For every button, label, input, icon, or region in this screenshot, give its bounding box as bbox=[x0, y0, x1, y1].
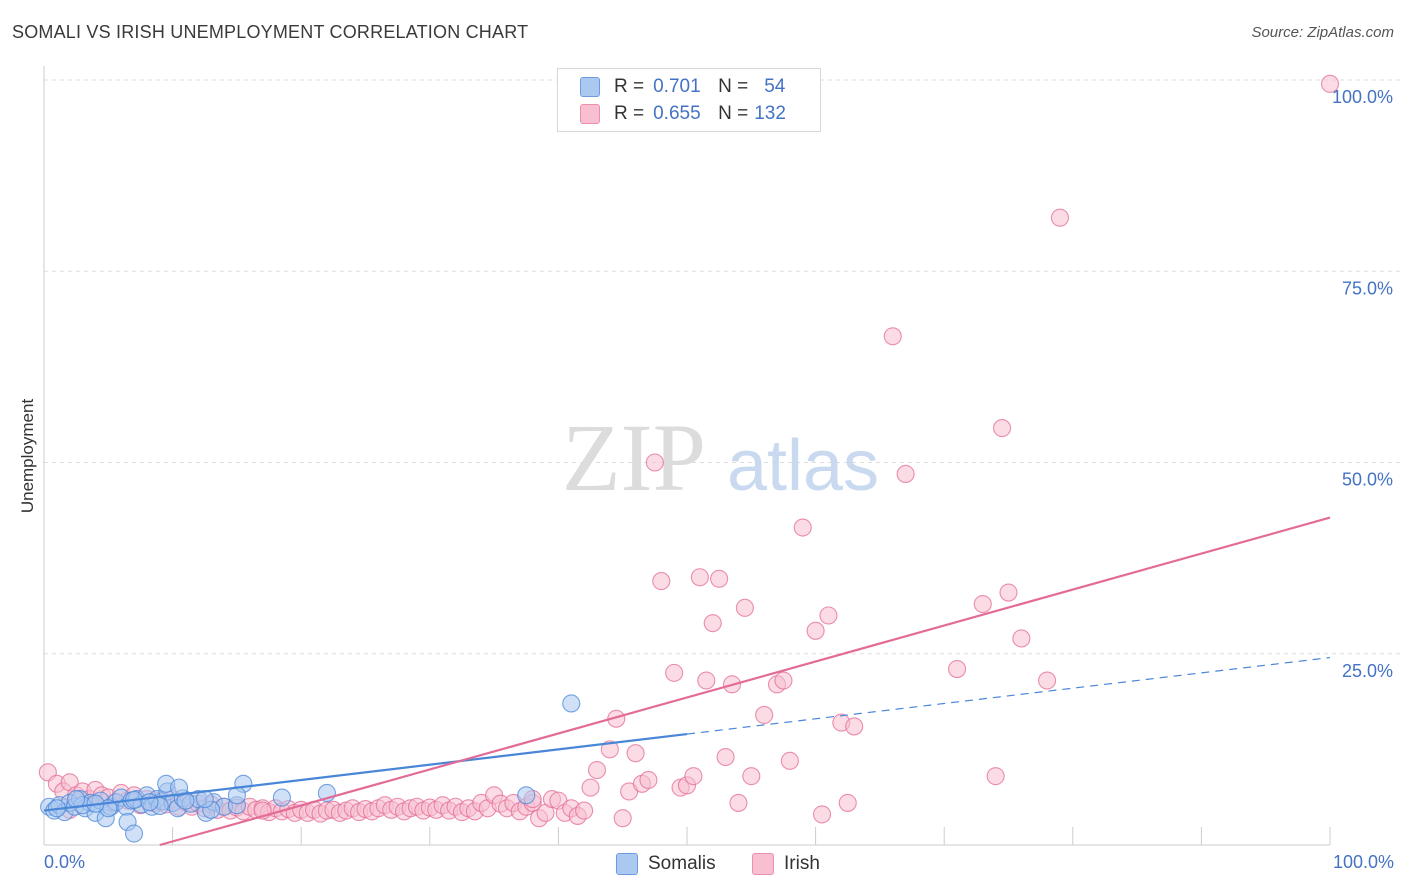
chart-title: SOMALI VS IRISH UNEMPLOYMENT CORRELATION… bbox=[12, 22, 529, 42]
trend-line-irish bbox=[159, 516, 1331, 847]
data-point-irish bbox=[742, 767, 761, 786]
data-point-irish bbox=[684, 767, 703, 786]
data-point-irish bbox=[735, 598, 754, 617]
legend-n-label: N = bbox=[718, 76, 749, 97]
data-point-irish bbox=[838, 793, 857, 812]
bottom-legend-swatch-somalis bbox=[616, 853, 638, 875]
data-point-irish bbox=[575, 801, 594, 820]
legend-n-value-irish: 132 bbox=[754, 103, 786, 124]
data-point-somalis bbox=[140, 793, 159, 812]
data-point-irish bbox=[999, 583, 1018, 602]
y-tick-label: 25.0% bbox=[1342, 661, 1393, 681]
data-point-irish bbox=[690, 568, 709, 587]
data-point-irish bbox=[600, 740, 619, 759]
data-point-irish bbox=[986, 767, 1005, 786]
axes-layer bbox=[43, 66, 1331, 846]
data-point-irish bbox=[697, 671, 716, 690]
data-point-irish bbox=[755, 705, 774, 725]
grid-layer bbox=[44, 79, 1400, 655]
legend-row-somalis: R = 0.701 N = 54 bbox=[580, 74, 785, 100]
points-layer bbox=[38, 74, 1340, 843]
data-point-somalis bbox=[517, 786, 536, 805]
legend-n-value-somalis: 54 bbox=[764, 76, 786, 97]
y-tick-label: 100.0% bbox=[1332, 87, 1393, 107]
legend-row-irish: R = 0.655 N = 132 bbox=[580, 101, 786, 127]
data-point-irish bbox=[774, 671, 793, 690]
bottom-legend-swatch-irish bbox=[752, 853, 774, 875]
x-tick-label-max: 100.0% bbox=[1332, 852, 1394, 872]
data-point-irish bbox=[793, 518, 812, 537]
data-point-irish bbox=[896, 464, 915, 484]
data-point-irish bbox=[819, 606, 838, 625]
data-point-irish bbox=[729, 793, 748, 812]
data-point-irish bbox=[703, 614, 722, 633]
trend-layer bbox=[43, 516, 1331, 847]
stats-legend: R = 0.701 N = 54 R = 0.655 N = 132 bbox=[557, 68, 821, 132]
data-point-irish bbox=[665, 663, 684, 682]
data-point-irish bbox=[1050, 208, 1069, 227]
y-tick-label: 50.0% bbox=[1342, 470, 1393, 490]
data-point-irish bbox=[613, 809, 632, 828]
data-point-irish bbox=[973, 594, 992, 614]
trend-line-somalis bbox=[43, 732, 688, 812]
data-point-irish bbox=[1038, 671, 1057, 690]
data-point-irish bbox=[780, 751, 799, 770]
data-point-irish bbox=[645, 453, 664, 472]
data-point-irish bbox=[1320, 74, 1340, 93]
data-point-irish bbox=[710, 569, 729, 588]
data-point-irish bbox=[626, 744, 645, 763]
data-point-somalis bbox=[272, 788, 291, 807]
bottom-legend-label-somalis: Somalis bbox=[648, 853, 716, 874]
data-point-irish bbox=[639, 770, 658, 790]
series-irish bbox=[38, 74, 1340, 828]
legend-r-value-somalis: 0.701 bbox=[653, 76, 701, 97]
watermark-zip: ZIP bbox=[562, 404, 706, 511]
data-point-irish bbox=[845, 717, 864, 736]
legend-r-label: R = bbox=[614, 76, 645, 97]
source-credit: Source: ZipAtlas.com bbox=[1251, 24, 1394, 41]
trend-extension-somalis bbox=[686, 656, 1331, 735]
data-point-irish bbox=[581, 778, 600, 797]
bottom-legend-irish: Irish bbox=[752, 851, 820, 877]
legend-r-label: R = bbox=[614, 103, 645, 124]
data-point-irish bbox=[716, 747, 735, 767]
legend-n-label: N = bbox=[718, 103, 749, 124]
bottom-legend-somalis: Somalis bbox=[616, 851, 716, 877]
data-point-irish bbox=[587, 760, 607, 780]
legend-swatch-somalis bbox=[580, 77, 600, 97]
y-tick-label: 75.0% bbox=[1342, 278, 1393, 298]
data-point-irish bbox=[812, 805, 832, 824]
data-point-irish bbox=[1012, 629, 1031, 648]
y-tick-labels: 25.0% 50.0% 75.0% 100.0% bbox=[1332, 87, 1393, 681]
data-point-somalis bbox=[169, 778, 189, 797]
data-point-irish bbox=[948, 659, 967, 679]
data-point-irish bbox=[806, 621, 825, 640]
data-point-somalis bbox=[124, 824, 144, 843]
watermark-atlas: atlas bbox=[727, 426, 879, 506]
legend-swatch-irish bbox=[580, 104, 600, 124]
x-tick-label-min: 0.0% bbox=[44, 852, 86, 872]
data-point-irish bbox=[883, 327, 902, 346]
data-point-irish bbox=[993, 419, 1012, 438]
bottom-legend-label-irish: Irish bbox=[784, 853, 820, 874]
legend-r-value-irish: 0.655 bbox=[653, 103, 701, 124]
data-point-irish bbox=[652, 572, 671, 591]
watermark: ZIP atlas bbox=[562, 404, 879, 511]
data-point-somalis bbox=[562, 694, 581, 713]
